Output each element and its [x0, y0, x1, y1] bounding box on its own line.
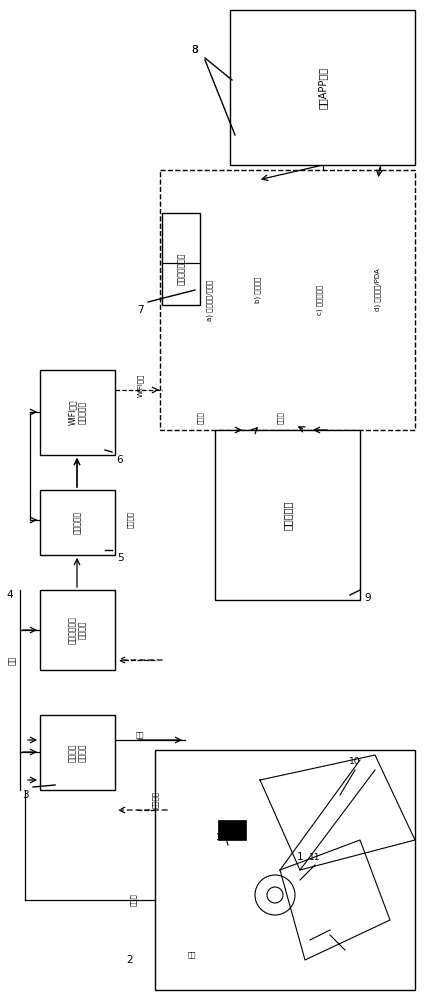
Bar [162, 213, 200, 305]
Text: 数据流: 数据流 [277, 412, 283, 424]
Text: c) 笔记本电脑: c) 笔记本电脑 [317, 285, 324, 315]
Text: 5: 5 [117, 553, 123, 563]
Text: 10: 10 [349, 758, 361, 766]
Text: 9: 9 [365, 593, 371, 603]
Bar [40, 590, 115, 670]
Bar [40, 490, 115, 555]
Text: 8: 8 [192, 45, 198, 55]
Text: 6: 6 [117, 455, 123, 465]
Text: 专用APP软件: 专用APP软件 [318, 66, 327, 109]
Bar [40, 370, 115, 455]
Bar [155, 750, 415, 990]
Text: 供电: 供电 [8, 655, 17, 665]
Bar [160, 170, 415, 430]
Text: WIFI互联
信号发射器: WIFI互联 信号发射器 [68, 400, 87, 425]
Text: 振动信号: 振动信号 [127, 512, 133, 528]
Text: 12: 12 [216, 834, 228, 842]
Text: 2: 2 [127, 955, 133, 965]
Text: a) 台式电脑/工作站: a) 台式电脑/工作站 [206, 279, 213, 321]
Bar [40, 715, 115, 790]
Text: 4: 4 [7, 590, 13, 600]
Text: d) 平板电脑/PDA: d) 平板电脑/PDA [375, 269, 381, 311]
Bar [215, 430, 360, 600]
Text: 7: 7 [137, 305, 143, 315]
Text: 8: 8 [192, 45, 198, 55]
Text: 信号转码器: 信号转码器 [73, 511, 82, 534]
Text: 热电流: 热电流 [130, 894, 136, 906]
Text: 电流采集
与稳压器: 电流采集 与稳压器 [68, 743, 87, 762]
Bar [230, 10, 415, 165]
Text: 振动信号分析
与采集器: 振动信号分析 与采集器 [68, 616, 87, 644]
Text: 数据流: 数据流 [197, 412, 203, 424]
Text: 11: 11 [309, 854, 321, 862]
Text: 可视化监测平台: 可视化监测平台 [176, 253, 186, 285]
Text: 机械振动: 机械振动 [152, 792, 158, 808]
Text: b) 智能手机: b) 智能手机 [255, 277, 261, 303]
Text: 数据云平台: 数据云平台 [282, 500, 293, 530]
Text: WIFI信号: WIFI信号 [137, 373, 143, 397]
Text: 3: 3 [22, 790, 28, 800]
Text: 供电: 供电 [188, 952, 196, 958]
Text: 供电: 供电 [136, 732, 144, 738]
Bar [218, 820, 246, 840]
Text: 1: 1 [297, 852, 303, 862]
